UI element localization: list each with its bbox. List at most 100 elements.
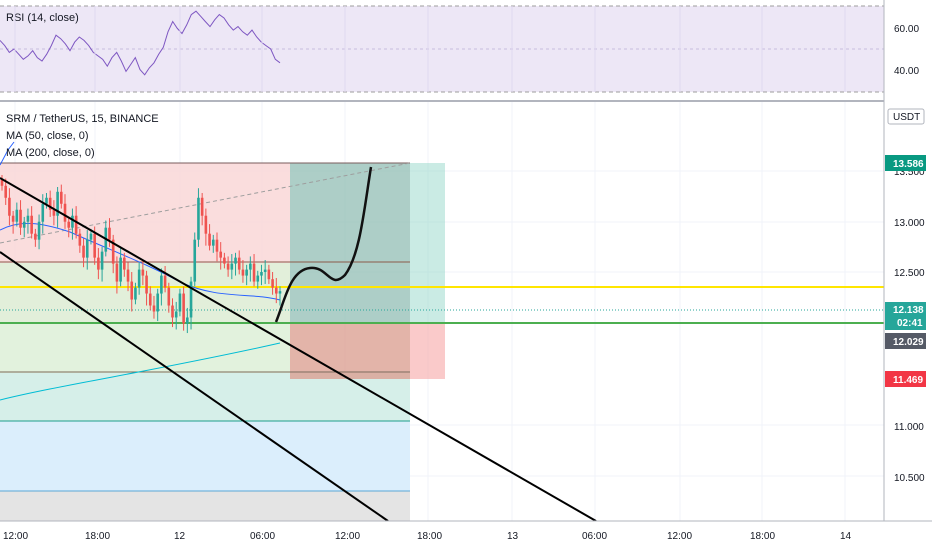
- ma50-line-start: [0, 141, 15, 166]
- price-scale[interactable]: 60.00 40.00 USDT 13.500 13.000 12.500 11…: [883, 0, 932, 521]
- candle-body: [82, 245, 85, 258]
- candle-body: [226, 263, 230, 270]
- candle-body: [245, 269, 248, 276]
- candle-body: [256, 275, 260, 282]
- candle-body: [56, 191, 59, 216]
- candle-body: [30, 215, 33, 234]
- candle-body: [93, 233, 96, 258]
- time-tick-3: 06:00: [250, 531, 275, 542]
- candle-body: [249, 263, 252, 270]
- candle-body: [130, 281, 134, 300]
- candle-body: [223, 257, 226, 264]
- rsi-series-line: [0, 10, 281, 76]
- candle-body: [234, 257, 237, 264]
- candle-body: [63, 203, 67, 222]
- candle-body: [108, 227, 111, 240]
- time-tick-4: 12:00: [335, 531, 360, 542]
- time-tick-2: 12: [174, 531, 186, 542]
- candle-body: [71, 215, 74, 228]
- candle-body: [160, 275, 163, 294]
- candle-body: [189, 281, 193, 318]
- rsi-title: RSI (14, close): [6, 12, 79, 24]
- time-tick-7: 06:00: [582, 531, 607, 542]
- candle-body: [19, 209, 22, 228]
- time-tick-9: 18:00: [750, 531, 775, 542]
- candle-body: [97, 257, 100, 270]
- time-axis-bg: [0, 521, 932, 550]
- candle-body: [22, 221, 26, 228]
- rsi-level-40: 40.00: [894, 66, 919, 77]
- time-tick-8: 12:00: [667, 531, 692, 542]
- price-tick-13000: 13.000: [894, 218, 925, 229]
- rsi-level-60: 60.00: [894, 24, 919, 35]
- entry-price-text: 12.029: [893, 337, 924, 348]
- time-tick-5: 18:00: [417, 531, 442, 542]
- candle-body: [278, 291, 282, 294]
- candle-body: [134, 287, 137, 300]
- candle-body: [178, 293, 182, 312]
- candle-body: [145, 275, 148, 294]
- candle-body: [174, 311, 178, 318]
- candle-body: [260, 271, 263, 276]
- candle-body: [141, 269, 145, 276]
- candle-body: [182, 293, 185, 324]
- stop-price-tag: [885, 371, 926, 387]
- price-tick-13500: 13.500: [894, 167, 925, 178]
- candle-body: [274, 287, 278, 294]
- candle-body: [271, 279, 274, 288]
- time-tick-0: 12:00: [3, 531, 28, 542]
- candle-body: [263, 269, 267, 272]
- candle-body: [48, 197, 52, 210]
- candle-body: [60, 191, 63, 204]
- price-tick-11000: 11.000: [894, 422, 924, 433]
- time-tick-10: 14: [840, 531, 852, 542]
- candle-body: [0, 179, 4, 186]
- projection-box: [290, 163, 410, 323]
- currency-label: USDT: [893, 112, 920, 123]
- loss-overlay: [290, 323, 410, 379]
- candle-body: [11, 215, 15, 222]
- projection-curve[interactable]: [274, 166, 373, 323]
- candle-body: [171, 305, 174, 318]
- candle-body: [4, 185, 8, 198]
- symbol-line: SRM / TetherUS, 15, BINANCE: [6, 113, 159, 125]
- ma200-legend: MA (200, close, 0): [6, 147, 95, 159]
- candle-body: [67, 221, 71, 228]
- candle-body: [241, 269, 245, 276]
- candle-body: [15, 209, 19, 222]
- candle-body: [34, 233, 37, 240]
- entry-price-tag: [885, 333, 926, 349]
- candle-body: [204, 215, 208, 234]
- candle-body: [45, 197, 48, 204]
- candle-body: [123, 257, 126, 270]
- candle-body: [215, 239, 219, 252]
- candle-body: [167, 287, 171, 306]
- long-position-tool[interactable]: [0, 162, 445, 521]
- candle-body: [219, 251, 222, 258]
- candle-body: [208, 233, 211, 246]
- candle-body: [137, 269, 141, 288]
- zone-gray: [0, 491, 410, 521]
- candle-body: [186, 317, 189, 324]
- candle-body: [152, 305, 156, 312]
- rsi-band: [0, 6, 884, 92]
- price-tick-12500: 12.500: [894, 268, 925, 279]
- loss-zone: [290, 323, 445, 379]
- time-tick-6: 13: [507, 531, 519, 542]
- candle-body: [126, 269, 130, 282]
- channel-lower-line[interactable]: [0, 251, 389, 522]
- candle-body: [230, 263, 234, 270]
- candle-body: [156, 293, 159, 312]
- channel-upper-line[interactable]: [0, 177, 597, 522]
- candle-body: [163, 275, 167, 288]
- currency-badge[interactable]: [887, 108, 925, 125]
- current-price-tag: [885, 302, 926, 330]
- candle-body: [211, 239, 215, 246]
- candle-body: [237, 257, 241, 270]
- stop-price-text: 11.469: [893, 375, 923, 386]
- candle-body: [115, 263, 119, 282]
- time-axis[interactable]: 12:00 18:00 12 06:00 12:00 18:00 13 06:0…: [0, 520, 932, 550]
- price-tick-10500: 10.500: [894, 473, 925, 484]
- rsi-pane: RSI (14, close): [0, 5, 884, 93]
